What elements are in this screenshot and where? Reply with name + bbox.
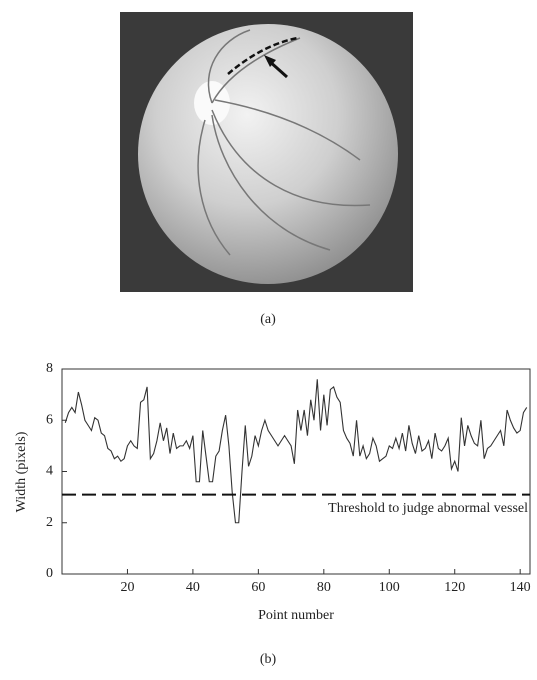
x-tick-label: 20 (120, 580, 134, 595)
fundus-image (120, 12, 413, 292)
x-axis-label: Point number (258, 608, 334, 623)
vessel-trace (227, 36, 299, 75)
x-tick-label: 40 (186, 580, 200, 595)
y-tick-label: 0 (46, 566, 53, 581)
x-tick-label: 140 (510, 580, 531, 595)
line-chart: Point number Width (pixels) 0 2 4 6 8 20 40 60 8… (14, 361, 530, 623)
threshold-label: Threshold to judge abnormal vessel (328, 501, 528, 516)
caption: (a) (260, 312, 276, 327)
plot-frame (61, 368, 531, 575)
x-tick-label: 120 (444, 580, 465, 595)
arrow-head (264, 55, 276, 67)
x-tick-label: 60 (251, 580, 265, 595)
data-line (64, 379, 528, 524)
y-axis-label: Width (pixels) (14, 431, 29, 512)
x-tick-label: 100 (379, 580, 400, 595)
y-tick-label: 8 (46, 361, 53, 376)
y-tick-label: 4 (46, 464, 53, 479)
vessels (197, 29, 371, 256)
y-tick-label: 6 (46, 412, 53, 427)
y-tick-label: 2 (46, 515, 53, 530)
x-tick-label: 80 (317, 580, 331, 595)
caption: (b) (260, 652, 277, 667)
